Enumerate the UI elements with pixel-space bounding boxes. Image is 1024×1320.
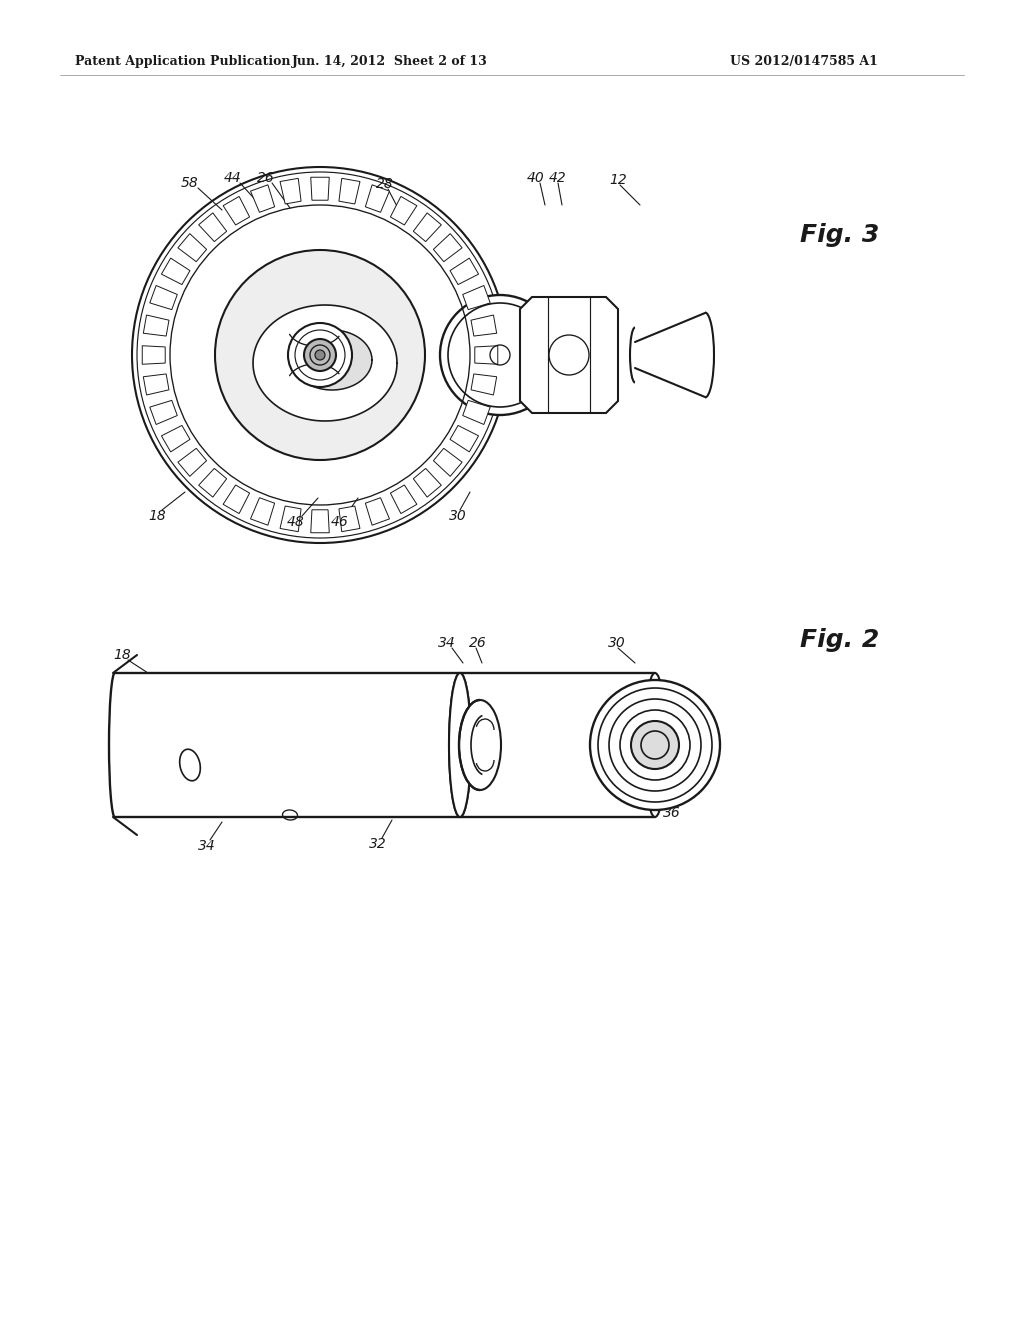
Ellipse shape (449, 673, 471, 817)
Text: 42: 42 (549, 172, 567, 185)
Polygon shape (433, 234, 462, 261)
Polygon shape (450, 259, 478, 285)
Circle shape (215, 249, 425, 459)
Circle shape (590, 680, 720, 810)
Text: US 2012/0147585 A1: US 2012/0147585 A1 (730, 55, 878, 69)
Ellipse shape (644, 673, 666, 817)
Text: 34: 34 (198, 840, 216, 853)
Polygon shape (251, 185, 274, 213)
Polygon shape (253, 305, 397, 421)
Polygon shape (223, 484, 250, 513)
Polygon shape (520, 297, 618, 413)
Text: 26: 26 (469, 636, 486, 649)
Polygon shape (310, 177, 330, 201)
Text: 30: 30 (608, 636, 626, 649)
Circle shape (288, 323, 352, 387)
Ellipse shape (459, 700, 501, 789)
Polygon shape (178, 449, 207, 477)
Circle shape (631, 721, 679, 770)
Text: 36: 36 (664, 807, 681, 820)
Polygon shape (251, 498, 274, 525)
Polygon shape (150, 285, 177, 310)
Polygon shape (142, 346, 165, 364)
Text: 32: 32 (369, 837, 387, 851)
Text: 30: 30 (450, 510, 467, 523)
Text: 40: 40 (527, 172, 545, 185)
Text: Fig. 3: Fig. 3 (801, 223, 880, 247)
Text: Patent Application Publication: Patent Application Publication (75, 55, 291, 69)
Polygon shape (366, 498, 389, 525)
Ellipse shape (449, 673, 471, 817)
Text: 12: 12 (609, 173, 627, 187)
Text: 18: 18 (148, 510, 166, 523)
Circle shape (440, 294, 560, 414)
Polygon shape (292, 330, 372, 389)
Polygon shape (414, 469, 441, 498)
Polygon shape (475, 346, 498, 364)
Polygon shape (463, 400, 490, 425)
Text: Jun. 14, 2012  Sheet 2 of 13: Jun. 14, 2012 Sheet 2 of 13 (292, 55, 487, 69)
Polygon shape (390, 484, 417, 513)
Text: 65: 65 (301, 348, 318, 362)
Polygon shape (150, 400, 177, 425)
Polygon shape (339, 178, 360, 205)
Circle shape (304, 339, 336, 371)
Text: Fig. 2: Fig. 2 (801, 628, 880, 652)
Circle shape (315, 350, 325, 360)
Polygon shape (162, 259, 190, 285)
Text: 18: 18 (113, 648, 131, 663)
Polygon shape (199, 469, 226, 498)
Polygon shape (450, 425, 478, 451)
Polygon shape (339, 506, 360, 532)
Polygon shape (280, 506, 301, 532)
Polygon shape (162, 425, 190, 451)
Text: 26: 26 (257, 172, 274, 185)
Polygon shape (433, 449, 462, 477)
Circle shape (132, 168, 508, 543)
Polygon shape (390, 197, 417, 224)
Text: 44: 44 (224, 172, 242, 185)
Text: 46: 46 (331, 515, 349, 529)
Text: 48: 48 (287, 515, 305, 529)
Polygon shape (280, 178, 301, 205)
Polygon shape (223, 197, 250, 224)
Polygon shape (199, 213, 226, 242)
Polygon shape (414, 213, 441, 242)
Polygon shape (143, 374, 169, 395)
Text: 28: 28 (376, 177, 394, 191)
Polygon shape (178, 234, 207, 261)
Text: 34: 34 (438, 636, 456, 649)
Polygon shape (143, 315, 169, 337)
Polygon shape (471, 374, 497, 395)
Polygon shape (310, 510, 330, 533)
Text: 58: 58 (181, 176, 199, 190)
Polygon shape (463, 285, 490, 310)
Text: 63: 63 (271, 351, 289, 366)
Polygon shape (471, 315, 497, 337)
Polygon shape (366, 185, 389, 213)
